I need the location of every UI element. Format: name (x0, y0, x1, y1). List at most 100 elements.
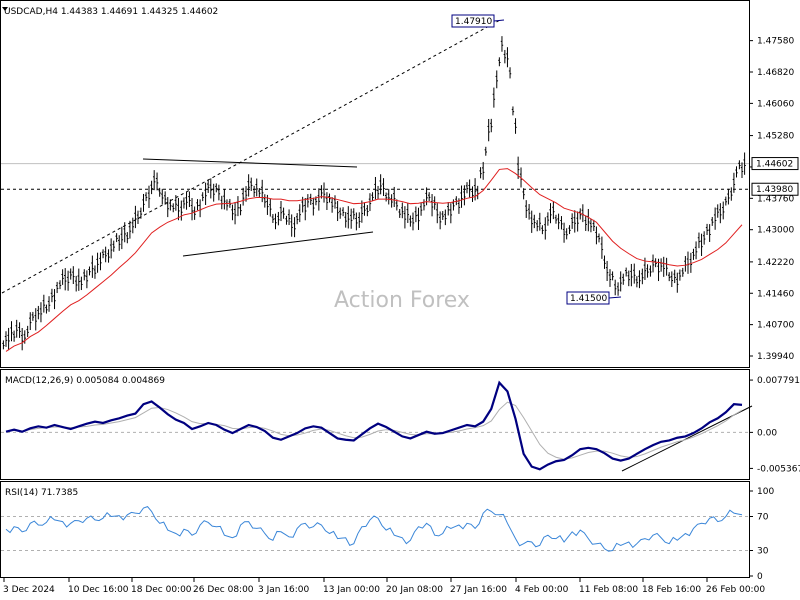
rsi-lines (5, 506, 743, 552)
price-bar (366, 205, 369, 217)
price-bar (592, 219, 596, 232)
dotted-channel-trendline (1, 19, 501, 294)
price-bar (479, 167, 482, 179)
price-bar (425, 187, 428, 206)
price-bar (128, 220, 132, 239)
price-bar (69, 268, 72, 280)
price-bar (126, 232, 129, 244)
price-bar (713, 207, 717, 230)
price-bar (96, 252, 99, 273)
price-bar (557, 213, 560, 230)
price-bar (611, 271, 614, 281)
price-bar (633, 263, 636, 284)
price-bar (352, 208, 355, 220)
price-bar (177, 197, 180, 221)
price-bar (444, 209, 447, 226)
price-bar (309, 193, 312, 205)
price-bar (716, 204, 719, 218)
price-bar (382, 178, 385, 196)
y-tick-label: 0 (757, 572, 763, 582)
price-bar (468, 179, 471, 198)
price-bar (188, 191, 191, 208)
x-tick-label: 13 Jan 00:00 (323, 585, 380, 595)
price-bar (88, 266, 91, 276)
price-bar (449, 203, 453, 224)
price-bar (18, 322, 21, 338)
price-bar (85, 270, 89, 289)
price-bar (568, 225, 571, 235)
price-bar (492, 87, 496, 108)
macd-title: MACD(12,26,9) 0.005084 0.004869 (5, 376, 165, 386)
price-bar (581, 204, 585, 223)
price-bar (668, 272, 671, 282)
price-bar (20, 328, 24, 351)
price-bar (328, 193, 331, 203)
price-axis: 1.475801.468201.460601.452801.445201.437… (749, 37, 800, 582)
price-bar (727, 188, 730, 205)
price-bar (39, 302, 43, 323)
price-bar (506, 47, 509, 68)
y-tick-label: 70 (757, 513, 769, 523)
price-bar (484, 146, 487, 156)
price-bar (411, 212, 415, 231)
price-bar (630, 263, 633, 287)
price-bar (689, 252, 693, 273)
price-bar (53, 289, 56, 310)
price-bar (158, 187, 161, 197)
price-bar (622, 273, 625, 285)
price-bar (511, 106, 515, 116)
price-bar (570, 213, 574, 229)
price-bar (398, 209, 401, 218)
price-bar (560, 216, 563, 230)
price-bar (23, 330, 26, 344)
price-bar (447, 202, 450, 216)
y-tick-label: 30 (757, 547, 769, 557)
price-bar (174, 195, 178, 211)
price-bar (508, 67, 512, 79)
price-bar (452, 199, 455, 211)
y-tick-label: -0.005367 (757, 464, 800, 474)
price-bar (376, 185, 380, 200)
price-bar (384, 192, 388, 202)
price-bar (471, 186, 474, 202)
price-bar (64, 268, 67, 291)
y-tick-label: 1.46820 (757, 68, 794, 78)
svg-text:1.43980: 1.43980 (756, 185, 793, 195)
price-bar (700, 233, 703, 256)
price-bar (47, 296, 51, 312)
price-bar (293, 217, 296, 238)
price-bar (702, 231, 706, 245)
price-bar (101, 249, 105, 259)
price-bar (247, 174, 250, 197)
price-bar (562, 222, 566, 243)
price-bar (360, 200, 364, 223)
price-bar (223, 189, 226, 210)
y-tick-label: 1.43000 (757, 226, 794, 236)
price-bar (619, 271, 622, 292)
y-tick-label: 1.39940 (757, 352, 794, 362)
price-bar (678, 269, 682, 281)
price-bar (732, 172, 736, 193)
rsi-title: RSI(14) 71.7385 (5, 488, 78, 498)
price-bar (31, 311, 35, 321)
price-bar (738, 160, 741, 170)
price-bar (481, 161, 485, 180)
price-bar (541, 225, 544, 235)
price-bar (576, 211, 579, 232)
price-bar (536, 220, 539, 232)
y-tick-label: 1.43760 (757, 194, 794, 204)
price-bar (190, 198, 194, 221)
price-bar (55, 281, 59, 294)
price-bar (608, 269, 612, 287)
price-bar (131, 217, 135, 234)
price-bar (597, 233, 601, 243)
price-bar (144, 192, 148, 202)
price-bar (490, 118, 493, 133)
price-bar (662, 256, 665, 277)
price-bar (306, 194, 310, 208)
price-bar (261, 179, 264, 203)
time-axis: 3 Dec 2024 10 Dec 16:00 18 Dec 00:00 26 Dec… (3, 578, 765, 595)
price-bar (552, 201, 555, 220)
svg-text:1.41500: 1.41500 (570, 294, 607, 304)
price-bar (123, 222, 126, 243)
